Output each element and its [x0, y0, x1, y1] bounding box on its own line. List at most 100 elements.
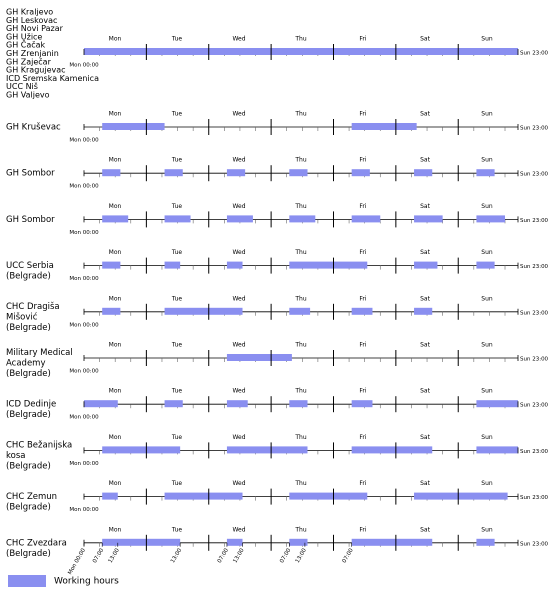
day-label: Tue — [171, 480, 183, 487]
working-hours-bar — [164, 400, 183, 408]
row-label: Academy — [6, 359, 45, 369]
day-label: Sat — [420, 526, 430, 533]
day-label: Wed — [232, 111, 245, 118]
day-label: Thu — [294, 249, 306, 256]
day-label: Mon — [109, 157, 122, 164]
day-label: Tue — [171, 526, 183, 533]
row-label: CHC Zemun — [6, 492, 57, 502]
day-label: Fri — [359, 526, 366, 533]
day-label: Tue — [171, 36, 183, 43]
start-label: Mon 00:00 — [69, 369, 99, 375]
end-label: Sun 23:00 — [520, 541, 549, 547]
working-hours-bar — [102, 446, 181, 454]
day-label: Thu — [294, 434, 306, 441]
working-hours-bar — [102, 492, 118, 500]
day-label: Mon — [109, 526, 122, 533]
working-hours-bar — [226, 261, 243, 269]
day-label: Fri — [359, 157, 366, 164]
row-label: GH Valjevo — [6, 91, 50, 100]
day-label: Wed — [232, 342, 245, 349]
row-label: ICD Dedinje — [6, 400, 56, 410]
end-label: Sun 23:00 — [520, 264, 549, 270]
day-label: Mon — [109, 295, 122, 302]
start-label: Mon 00:00 — [69, 230, 99, 236]
day-label: Wed — [232, 480, 245, 487]
day-label: Sat — [420, 36, 430, 43]
day-label: Thu — [294, 526, 306, 533]
row-label: UCC Serbia — [6, 261, 54, 271]
end-label: Sun 23:00 — [520, 357, 549, 363]
row-label: (Belgrade) — [6, 503, 51, 513]
row-label: (Belgrade) — [6, 323, 51, 333]
day-label: Thu — [294, 295, 306, 302]
day-label: Sun — [481, 36, 493, 43]
day-label: Sun — [481, 111, 493, 118]
day-label: Fri — [359, 249, 366, 256]
day-label: Sat — [420, 295, 430, 302]
bottom-tick-label: 07:00 — [279, 547, 292, 564]
working-hours-bar — [164, 492, 243, 500]
day-label: Fri — [359, 480, 366, 487]
working-hours-bar — [351, 538, 433, 546]
end-label: Sun 23:00 — [520, 495, 549, 501]
day-label: Sun — [481, 342, 493, 349]
day-label: Thu — [294, 203, 306, 210]
working-hours-bar — [289, 400, 308, 408]
working-hours-bar — [226, 446, 308, 454]
end-label: Sun 23:00 — [520, 310, 549, 316]
day-label: Sun — [481, 434, 493, 441]
working-hours-bar — [102, 538, 181, 546]
day-label: Sat — [420, 203, 430, 210]
working-hours-bar — [102, 307, 121, 315]
start-label: Mon 00:00 — [69, 138, 99, 144]
working-hours-bar — [102, 123, 165, 130]
day-label: Thu — [294, 36, 306, 43]
day-label: Tue — [171, 388, 183, 395]
working-hours-bar — [164, 261, 181, 269]
day-label: Sun — [481, 295, 493, 302]
day-label: Fri — [359, 36, 366, 43]
working-hours-bar — [414, 492, 508, 500]
row-label: CHC Dragiša — [6, 301, 60, 312]
day-label: Tue — [171, 342, 183, 349]
row-label: (Belgrade) — [6, 461, 51, 471]
row-label: Military Medical — [6, 348, 73, 358]
working-hours-bar — [476, 169, 495, 177]
day-label: Fri — [359, 342, 366, 349]
start-label: Mon 00:00 — [69, 184, 99, 190]
row-label: GH Kruševac — [6, 122, 61, 133]
bottom-tick-label: 07:00 — [92, 547, 105, 564]
working-hours-bar — [351, 123, 417, 130]
day-label: Wed — [232, 434, 245, 441]
day-label: Tue — [171, 249, 183, 256]
row-label: Mišović — [6, 311, 38, 322]
row-label: (Belgrade) — [6, 549, 51, 559]
working-hours-bar — [226, 354, 292, 361]
working-hours-bar — [414, 261, 438, 269]
day-label: Mon — [109, 203, 122, 210]
day-label: Mon — [109, 388, 122, 395]
end-label: Sun 23:00 — [520, 218, 549, 224]
bottom-tick-label: 13:00 — [295, 547, 308, 564]
row-label: ICD Sremska Kamenica — [6, 74, 99, 83]
day-label: Sat — [420, 157, 430, 164]
day-label: Tue — [171, 434, 183, 441]
day-label: Mon — [109, 434, 122, 441]
day-label: Thu — [294, 342, 306, 349]
bottom-tick-label: 07:00 — [342, 547, 355, 564]
end-label: Sun 23:00 — [520, 51, 549, 57]
working-hours-bar — [351, 400, 373, 408]
bottom-tick-label: 13:00 — [232, 547, 245, 564]
working-hours-bar — [102, 215, 129, 223]
day-label: Sat — [420, 388, 430, 395]
day-label: Sun — [481, 526, 493, 533]
legend-swatch — [8, 575, 46, 587]
day-label: Mon — [109, 249, 122, 256]
day-label: Wed — [232, 526, 245, 533]
day-label: Sun — [481, 480, 493, 487]
bottom-tick-label: Mon 00:00 — [67, 547, 87, 576]
end-label: Sun 23:00 — [520, 172, 549, 178]
working-hours-bar — [476, 446, 518, 454]
row-label: CHC Zvezdara — [6, 538, 67, 548]
row-label: GH Zrenjanin — [6, 49, 59, 58]
